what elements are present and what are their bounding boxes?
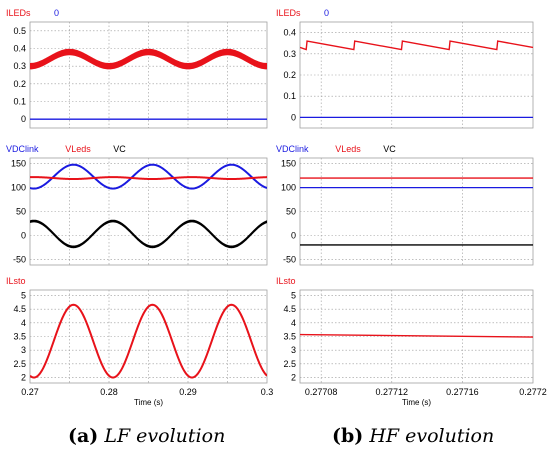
panel-b-1: -50 0 50 100 150 VDClink VLeds VC <box>276 144 534 266</box>
panel-a-1-ytick-label: 50 <box>16 207 26 217</box>
panel-a-0-ytick-label: 0 <box>21 114 26 124</box>
panel-a-2-ytick-label: 3 <box>21 345 26 355</box>
panel-b-2-ytick-label: 4.5 <box>283 304 296 314</box>
panel-b-1-legend-vdclink: VDClink <box>276 144 309 154</box>
panel-b-2-xtick-label: 0.27708 <box>305 387 338 397</box>
panel-a-0-series-ileds <box>30 48 267 70</box>
panel-b-0-legend-0: 0 <box>324 8 329 18</box>
panel-a-2-ytick-label: 4 <box>21 318 26 328</box>
panel-b-0-ytick-label: 0.1 <box>283 91 296 101</box>
panel-a-2-xtick-label: 0.28 <box>100 387 118 397</box>
caption-b: (b) HF evolution <box>332 425 494 447</box>
caption-a: (a) LF evolution <box>68 425 225 447</box>
panel-b-2-xlabel: Time (s) <box>402 398 431 407</box>
panel-a-1-series-vleds <box>30 176 267 181</box>
panel-a-2-xtick-label: 0.29 <box>179 387 197 397</box>
panel-a-1-legend-vc: VC <box>113 144 126 154</box>
panel-a-1: -50 0 50 100 150 VDClink VLeds VC <box>6 144 268 266</box>
panel-a-2-ytick-label: 5 <box>21 290 26 300</box>
panel-b-0-ytick-label: 0 <box>291 112 296 122</box>
panel-a-1-ytick-label: 100 <box>11 183 26 193</box>
panel-a-2-ytick-label: 2 <box>21 373 26 383</box>
panel-b-1-legend-vc: VC <box>383 144 396 154</box>
caption-a-text: LF evolution <box>104 425 226 447</box>
panel-b-2-ytick-label: 2.5 <box>283 359 296 369</box>
panel-b-2-ytick-label: 3 <box>291 345 296 355</box>
panel-a-1-series-vdclink <box>30 163 267 190</box>
panel-b-2-xtick-label: 0.2772 <box>519 387 547 397</box>
panel-b-1-ytick-label: 0 <box>291 230 296 240</box>
panel-b-2-series-ilsto <box>300 333 533 338</box>
panel-a-0-ytick-label: 0.2 <box>13 79 26 89</box>
panel-a-2-ytick-label: 3.5 <box>13 332 26 342</box>
panel-b-2-ytick-label: 5 <box>291 290 296 300</box>
panel-a-1-series-vc <box>30 219 267 249</box>
panel-b-2-ytick-label: 4 <box>291 318 296 328</box>
panel-a-0-ytick-label: 0.1 <box>13 97 26 107</box>
panel-b-0-ytick-label: 0.4 <box>283 28 296 38</box>
panel-b-1-legend-vleds: VLeds <box>335 144 361 154</box>
panel-b-0-ytick-label: 0.3 <box>283 49 296 59</box>
panel-b-1-ytick-label: -50 <box>283 254 296 264</box>
panel-b-0-legend-ileds: ILEDs <box>276 8 301 18</box>
panel-b-1-ytick-label: 150 <box>281 159 296 169</box>
panel-b-0: 0 0.1 0.2 0.3 0.4 ILEDs 0 <box>276 8 534 129</box>
panel-a-0: 0 0.1 0.2 0.3 0.4 0.5 ILEDs 0 <box>6 8 268 129</box>
panel-b-2-ytick-label: 2 <box>291 373 296 383</box>
panel-a-2-ytick-label: 4.5 <box>13 304 26 314</box>
panel-b-2: 2 2.5 3 3.5 4 4.5 5 0.27708 0.27712 0.27716 0.2772… <box>276 276 547 407</box>
panel-a-2-xlabel: Time (s) <box>134 398 163 407</box>
panel-b-1-ytick-label: 50 <box>286 207 296 217</box>
panel-a-1-ytick-label: -50 <box>13 254 26 264</box>
panel-a-0-ytick-label: 0.3 <box>13 61 26 71</box>
caption-b-tag: (b) <box>332 425 364 447</box>
panel-a-0-legend-0: 0 <box>54 8 59 18</box>
panel-b-2-xtick-label: 0.27716 <box>446 387 479 397</box>
panel-a-2-series-ilsto <box>30 303 267 379</box>
panel-a-2: 2 2.5 3 3.5 4 4.5 5 0.27 0.28 0.29 0.3 Time (s) ILst… <box>6 276 273 407</box>
panel-b-2-xtick-label: 0.27712 <box>376 387 409 397</box>
panel-a-1-ytick-label: 150 <box>11 159 26 169</box>
panel-b-0-series-ileds <box>300 40 533 51</box>
panel-a-0-legend-ileds: ILEDs <box>6 8 31 18</box>
panel-b-2-ytick-label: 3.5 <box>283 332 296 342</box>
panel-b-1-ytick-label: 100 <box>281 183 296 193</box>
panel-a-2-legend-ilsto: ILsto <box>6 276 26 286</box>
panel-a-2-xtick-label: 0.27 <box>21 387 39 397</box>
panel-a-2-ytick-label: 2.5 <box>13 359 26 369</box>
caption-a-tag: (a) <box>68 425 99 447</box>
panel-a-1-legend-vleds: VLeds <box>65 144 91 154</box>
panel-b-2-legend-ilsto: ILsto <box>276 276 296 286</box>
caption-b-text: HF evolution <box>369 425 495 447</box>
panel-a-1-legend-vdclink: VDClink <box>6 144 39 154</box>
panel-a-0-ytick-label: 0.5 <box>13 26 26 36</box>
panel-a-2-xtick-label: 0.3 <box>261 387 274 397</box>
panel-a-0-ytick-label: 0.4 <box>13 44 26 54</box>
panel-a-1-ytick-label: 0 <box>21 230 26 240</box>
panel-b-0-ytick-label: 0.2 <box>283 70 296 80</box>
